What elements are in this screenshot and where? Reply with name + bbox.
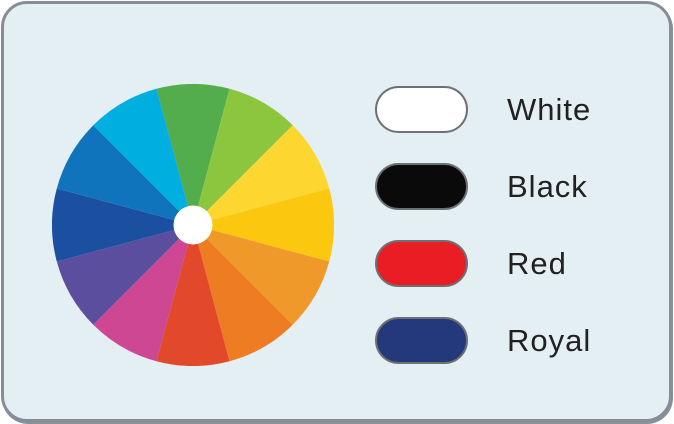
swatch-black[interactable]	[375, 163, 468, 210]
swatch-list: White Black Red Royal	[375, 86, 591, 394]
swatch-row-red: Red	[375, 240, 591, 287]
wheel-segment-light-orange[interactable]	[193, 225, 330, 325]
wheel-segment-cyan[interactable]	[93, 88, 193, 225]
wheel-segment-dark-blue[interactable]	[52, 188, 193, 262]
swatch-row-white: White	[375, 86, 591, 133]
swatch-royal[interactable]	[375, 317, 468, 364]
swatch-label-white: White	[507, 92, 592, 127]
swatch-row-black: Black	[375, 163, 591, 210]
swatch-label-black: Black	[507, 169, 588, 204]
wheel-segment-yellow-green[interactable]	[193, 88, 293, 225]
wheel-center	[173, 205, 213, 245]
wheel-segment-golden-yellow[interactable]	[193, 188, 334, 262]
swatch-label-red: Red	[507, 246, 567, 281]
wheel-segment-blue[interactable]	[56, 125, 193, 225]
wheel-segment-yellow[interactable]	[193, 125, 330, 225]
swatch-row-royal: Royal	[375, 317, 591, 364]
wheel-segment-purple[interactable]	[56, 225, 193, 325]
wheel-segment-orange[interactable]	[193, 225, 293, 362]
wheel-segment-magenta[interactable]	[93, 225, 193, 362]
swatch-label-royal: Royal	[507, 323, 592, 358]
wheel-segment-red-orange[interactable]	[156, 225, 230, 366]
wheel-segment-green[interactable]	[156, 84, 230, 225]
swatch-red[interactable]	[375, 240, 468, 287]
color-wheel[interactable]	[52, 84, 334, 366]
swatch-white[interactable]	[375, 86, 468, 133]
